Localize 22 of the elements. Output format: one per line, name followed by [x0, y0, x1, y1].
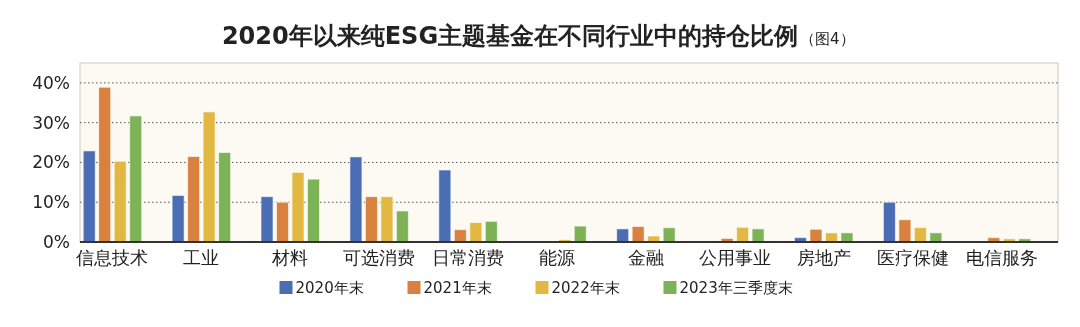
- legend-label: 2022年末: [551, 279, 620, 297]
- x-tick-label: 日常消费: [432, 247, 505, 268]
- x-tick-label: 材料: [271, 247, 309, 268]
- y-tick-label: 0%: [43, 232, 70, 252]
- y-tick-label: 20%: [32, 152, 70, 173]
- x-tick-label: 房地产: [796, 247, 851, 268]
- legend-label: 2023年三季度末: [679, 279, 793, 297]
- chart-subtitle: （图4）: [800, 30, 855, 48]
- x-tick-label: 工业: [183, 247, 220, 268]
- legend-label: 2021年末: [423, 279, 492, 297]
- x-tick-label: 能源: [539, 247, 575, 268]
- x-tick-label: 信息技术: [76, 247, 149, 268]
- chart-title: 2020年以来纯ESG主题基金在不同行业中的持仓比例: [221, 22, 799, 50]
- y-tick-label: 40%: [32, 72, 70, 93]
- y-tick-label: 30%: [32, 112, 70, 133]
- x-tick-label: 金融: [627, 247, 664, 268]
- x-tick-label: 电信服务: [965, 247, 1038, 268]
- x-tick-label: 医疗保健: [876, 247, 949, 268]
- x-tick-label: 可选消费: [343, 247, 416, 268]
- legend-label: 2020年末: [295, 279, 364, 297]
- x-tick-label: 公用事业: [698, 247, 771, 268]
- y-tick-label: 10%: [32, 192, 70, 213]
